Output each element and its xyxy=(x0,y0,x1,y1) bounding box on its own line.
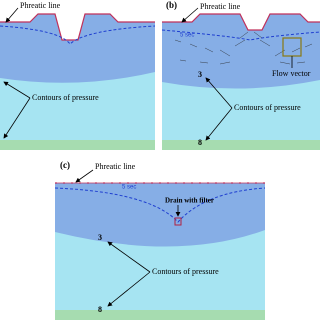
arrow xyxy=(107,271,151,307)
phreatic-line xyxy=(54,187,266,223)
arrow xyxy=(75,169,94,183)
phreatic-line xyxy=(161,29,320,41)
arrow xyxy=(205,77,233,109)
ground-surface xyxy=(162,13,320,31)
contours-label: Contours of pressure xyxy=(32,93,99,102)
time-label: 5 sec xyxy=(180,33,194,39)
soil-lower xyxy=(162,80,320,140)
drain xyxy=(174,217,182,226)
arrow xyxy=(205,107,233,141)
time-label: 5 sec xyxy=(122,185,136,191)
base-layer xyxy=(55,310,265,320)
panel-label: (c) xyxy=(60,160,70,170)
drain-label: Drain with filter xyxy=(165,197,214,205)
phreatic-label: Phreatic line xyxy=(95,162,136,171)
base-layer xyxy=(162,140,320,150)
arrow xyxy=(3,97,31,139)
soil-lower xyxy=(0,72,155,140)
arrow xyxy=(107,241,151,273)
contours-label: Contours of pressure xyxy=(152,267,219,276)
arrow xyxy=(5,7,19,23)
contour-label: 8 xyxy=(198,138,202,147)
contours-label: Contours of pressure xyxy=(234,103,301,112)
panel-c: (c) Phreatic line 5 sec Drain with filte… xyxy=(54,160,266,320)
flow-vectors xyxy=(174,31,313,65)
soil-lower xyxy=(55,230,265,310)
flow-label: Flow vector xyxy=(272,69,311,78)
panel-a: Phreatic line Contours of pressure xyxy=(0,1,156,150)
panel-label: (b) xyxy=(166,0,177,10)
phreatic-line xyxy=(0,25,156,45)
arrow xyxy=(181,7,199,23)
ground-surface xyxy=(0,13,155,41)
contour-label: 3 xyxy=(198,70,202,79)
phreatic-label: Phreatic line xyxy=(200,2,241,11)
base-layer xyxy=(0,140,155,150)
arrow xyxy=(3,81,31,99)
phreatic-label: Phreatic line xyxy=(20,1,61,10)
panel-b: (b) Phreatic line 5 sec Flow vector 3 8 … xyxy=(161,0,320,150)
contour-label: 3 xyxy=(98,233,102,242)
contour-label: 8 xyxy=(98,305,102,314)
